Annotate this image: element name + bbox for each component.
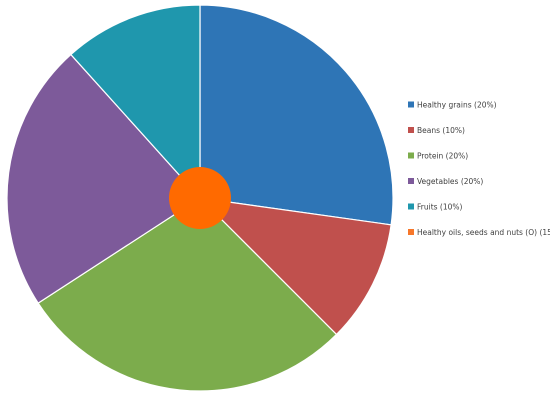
pie-center-circle <box>169 167 231 229</box>
pie-slices <box>6 4 394 392</box>
pie-slice-3 <box>6 53 201 304</box>
legend-swatch-1 <box>408 127 414 133</box>
legend-swatch-4 <box>408 203 414 210</box>
legend-swatch-5 <box>408 229 414 235</box>
legend-label-3: Vegetables (20%) <box>417 177 483 186</box>
legend-label-1: Beans (10%) <box>417 126 465 135</box>
pie-slice-1 <box>198 197 392 336</box>
legend: Healthy grains (20%) Beans (10%) Protein (… <box>408 101 550 237</box>
legend-label-5: Healthy oils, seeds and nuts (O) (15%) <box>417 228 550 237</box>
legend-swatch-0 <box>408 101 414 108</box>
legend-label-4: Fruits (10%) <box>417 203 463 212</box>
pie-slice-2 <box>37 197 338 392</box>
legend-swatch-3 <box>408 178 414 184</box>
pie-slice-4 <box>70 4 201 200</box>
pie-slice-0 <box>199 4 394 226</box>
legend-label-2: Protein (20%) <box>417 152 468 161</box>
legend-swatch-2 <box>408 152 414 159</box>
legend-label-0: Healthy grains (20%) <box>417 101 497 110</box>
